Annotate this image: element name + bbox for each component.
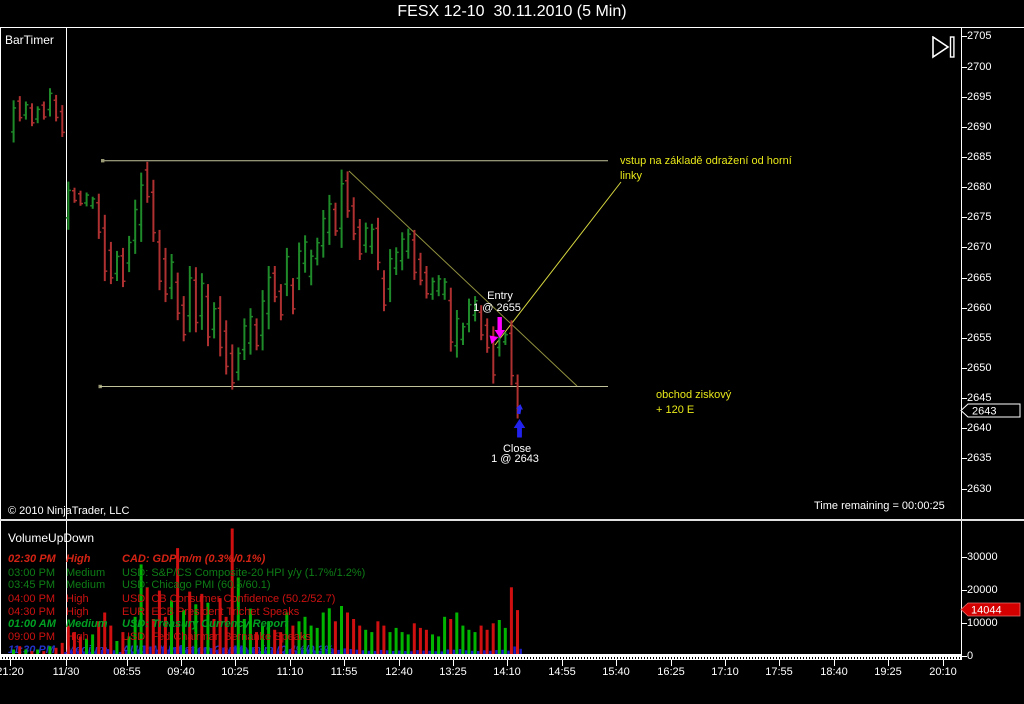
svg-text:14044: 14044 bbox=[971, 605, 1002, 617]
svg-text:2643: 2643 bbox=[972, 406, 996, 418]
